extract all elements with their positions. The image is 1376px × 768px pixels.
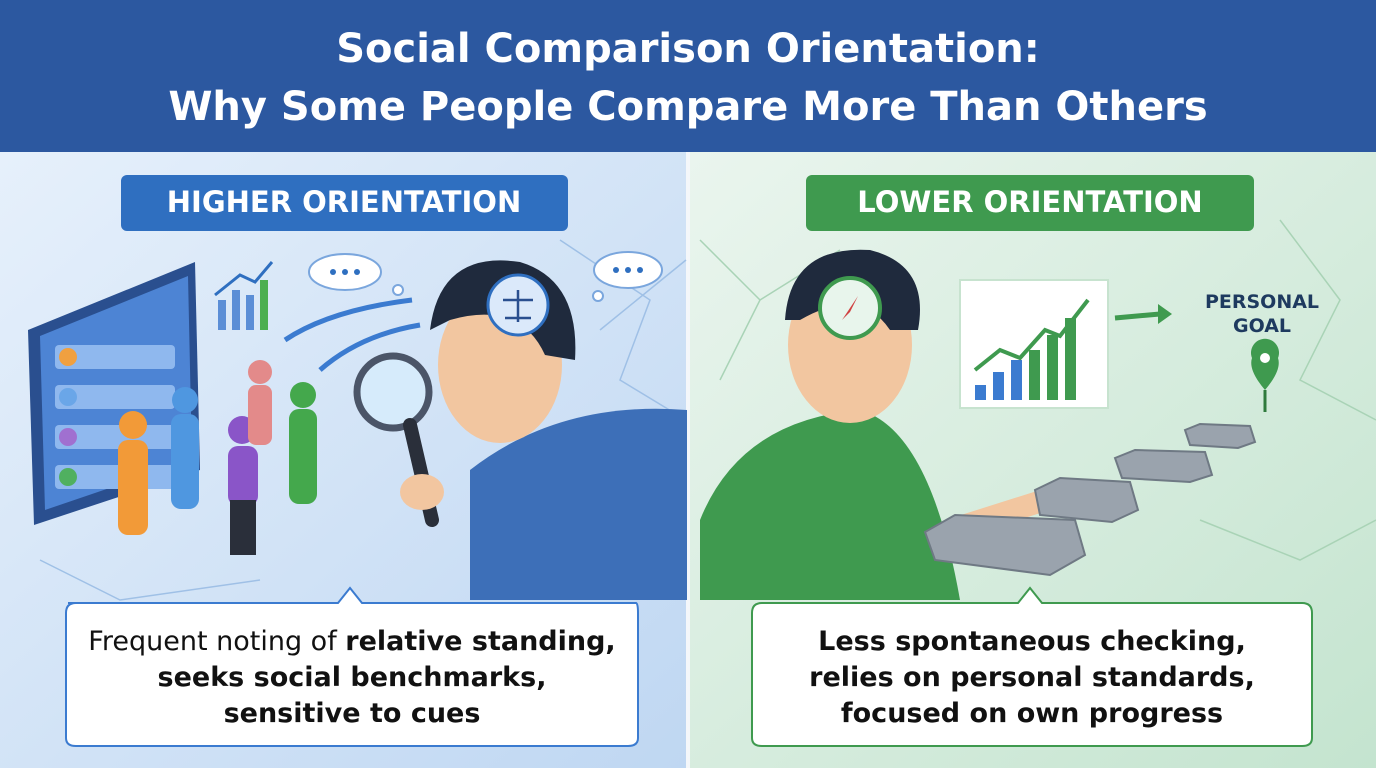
left-caption-line-1: Frequent noting of relative standing, — [88, 626, 615, 657]
glance-arrows — [283, 297, 421, 372]
goal-label-line-1: PERSONAL — [1205, 291, 1319, 313]
left-person — [353, 260, 687, 600]
right-caption-line-2: relies on personal standards, — [809, 662, 1255, 693]
divider — [686, 152, 690, 768]
left-label: HIGHER ORIENTATION — [167, 185, 521, 219]
left-label-box — [121, 175, 568, 231]
title-line-1: Social Comparison Orientation: — [336, 26, 1040, 72]
title-line-2: Why Some People Compare More Than Others — [168, 84, 1207, 130]
header-bar — [0, 0, 1376, 152]
goal-label-line-2: GOAL — [1233, 315, 1291, 337]
caption-emphasis: relative standing, — [345, 626, 615, 657]
caption-text: Frequent noting of — [88, 626, 345, 657]
left-caption-box — [65, 586, 639, 747]
right-caption-line-3: focused on own progress — [841, 698, 1223, 729]
goal-pin — [1251, 338, 1279, 412]
right-caption-line-1: Less spontaneous checking, — [818, 626, 1246, 657]
left-chart — [214, 261, 274, 330]
right-caption-box — [751, 586, 1313, 747]
right-person — [700, 249, 1056, 600]
left-caption-line-2: seeks social benchmarks, — [158, 662, 547, 693]
right-label: LOWER ORIENTATION — [857, 185, 1202, 219]
stepping-stones — [923, 422, 1257, 577]
people-group — [118, 360, 317, 555]
right-label-box — [806, 175, 1254, 231]
bubble-dots — [330, 267, 643, 275]
right-chart — [959, 279, 1172, 409]
left-caption-line-3: sensitive to cues — [224, 698, 481, 729]
